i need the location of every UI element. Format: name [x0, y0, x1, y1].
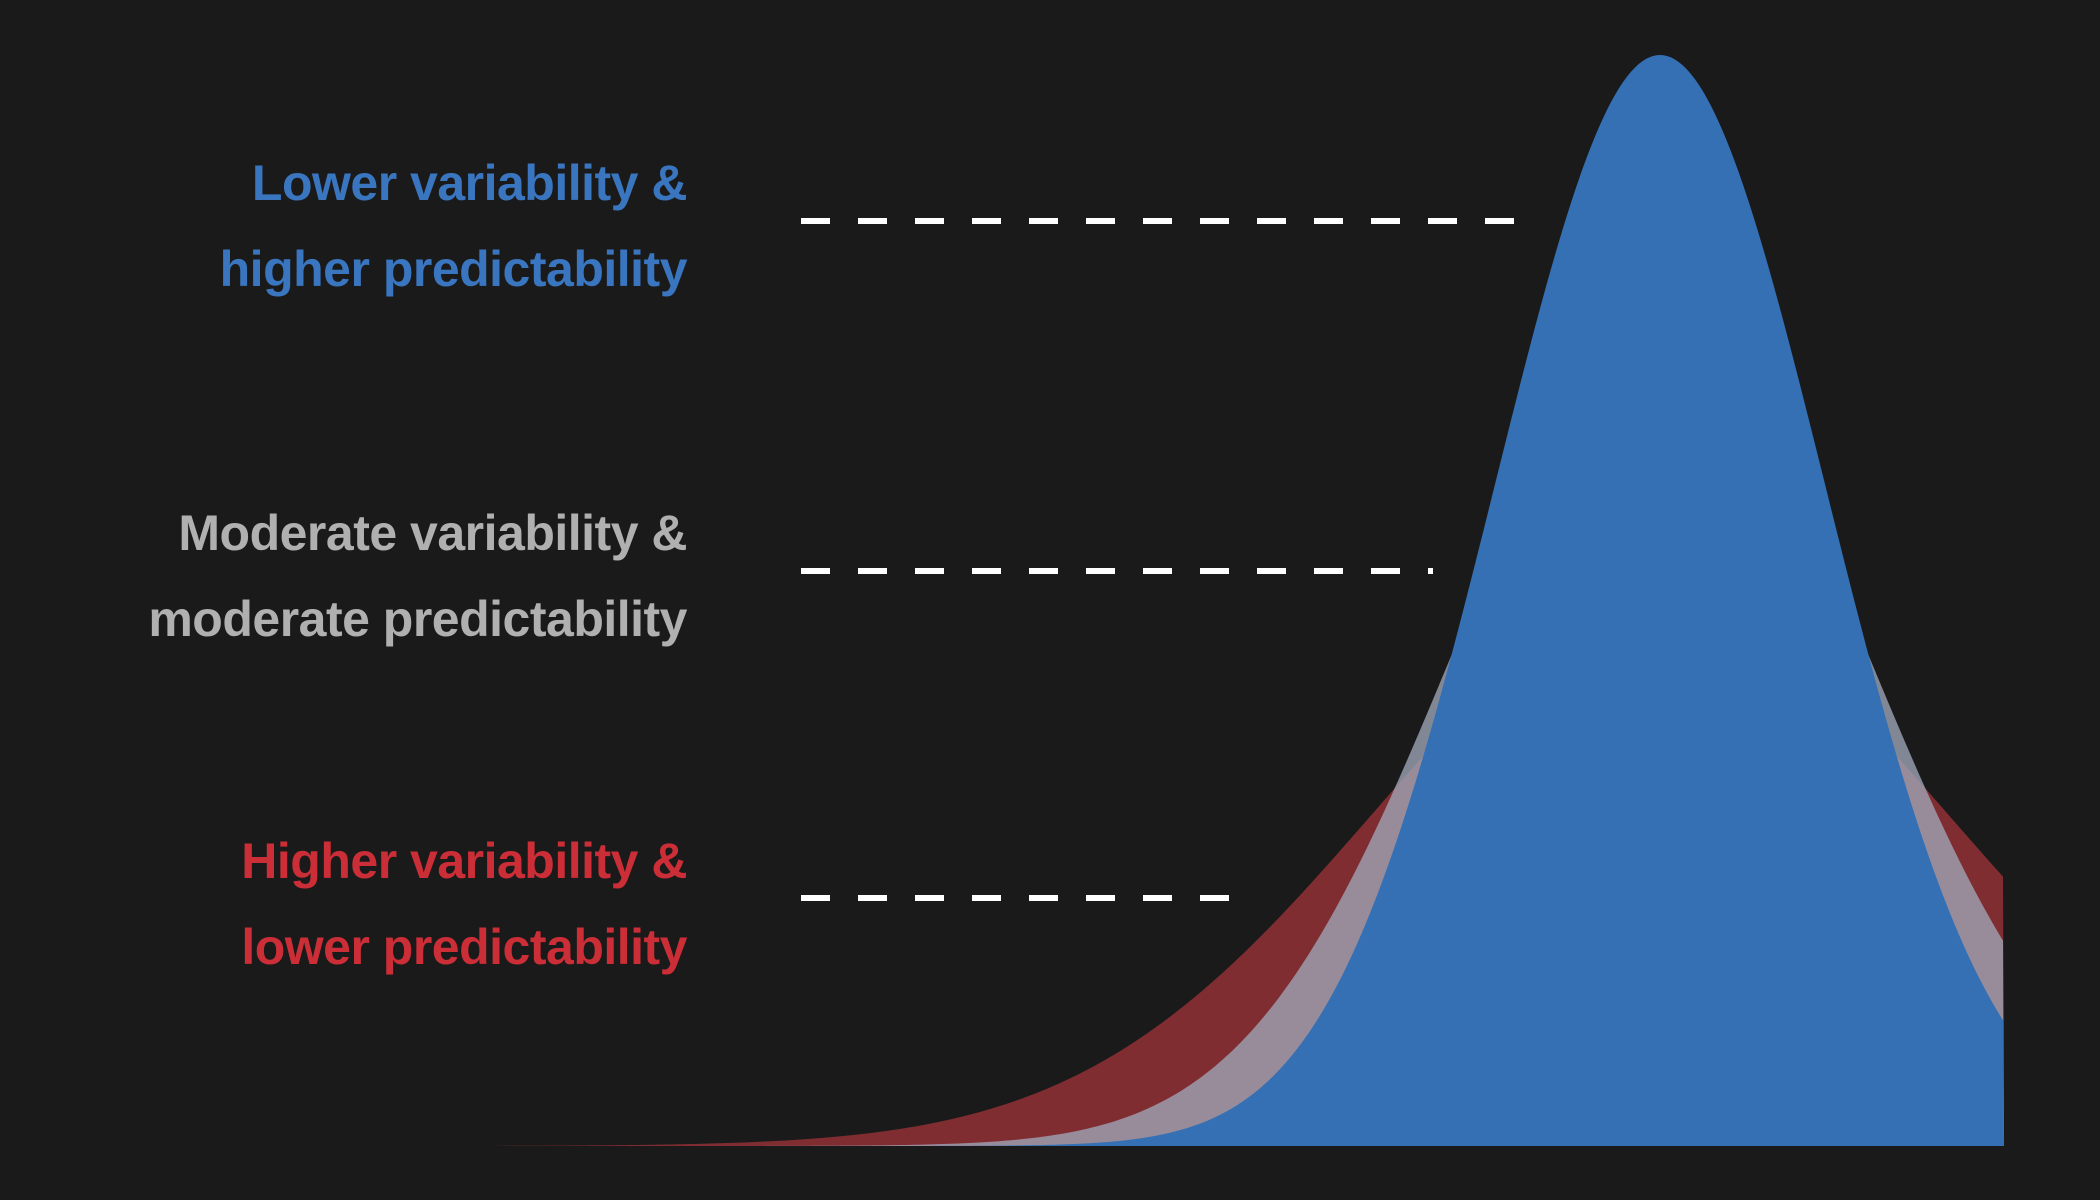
lower-variability-label: Lower variability & higher predictabilit… — [67, 140, 688, 312]
lower-variability-label-line2: higher predictability — [219, 241, 688, 297]
higher-variability-label-line2: lower predictability — [241, 919, 687, 975]
moderate-variability-label: Moderate variability & moderate predicta… — [67, 490, 687, 662]
lower-variability-curve — [495, 55, 2004, 1146]
higher-variability-label-line1: Higher variability & — [241, 833, 687, 889]
lower-variability-label-line1: Lower variability & — [251, 155, 688, 211]
moderate-variability-label-line1: Moderate variability & — [178, 505, 687, 561]
higher-variability-label: Higher variability & lower predictabilit… — [67, 818, 687, 990]
moderate-variability-label-line2: moderate predictability — [148, 591, 687, 647]
